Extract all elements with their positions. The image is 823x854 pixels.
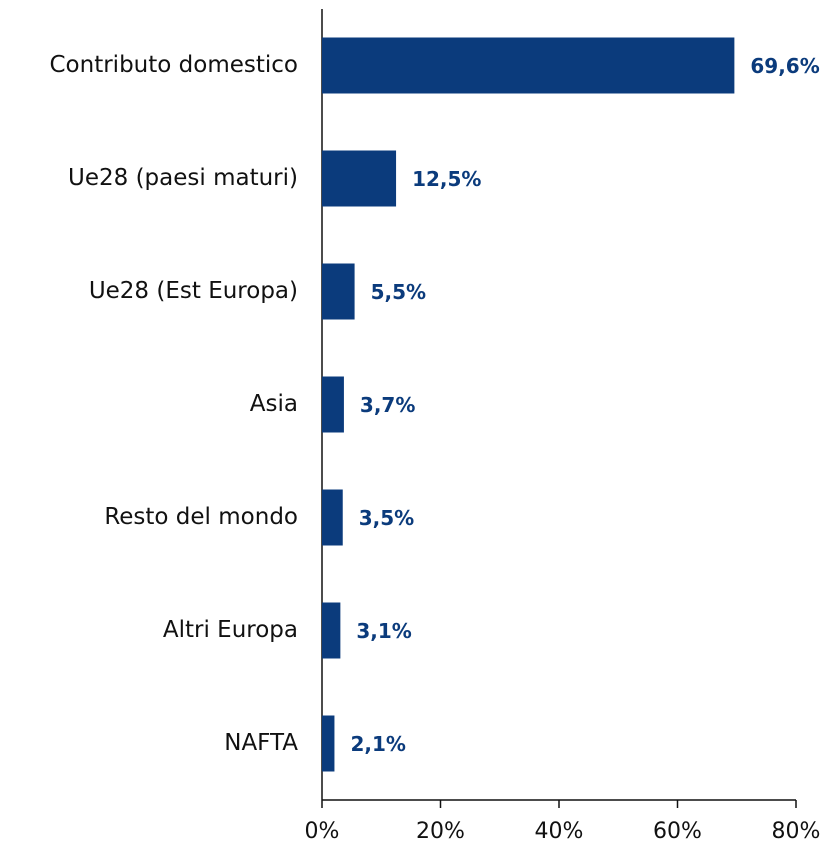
bar <box>322 715 335 772</box>
category-label: Ue28 (Est Europa) <box>89 278 298 304</box>
category-label: Asia <box>250 391 298 417</box>
value-label: 2,1% <box>350 732 405 756</box>
bar <box>322 37 735 94</box>
value-label: 3,1% <box>356 619 411 643</box>
value-label: 3,7% <box>360 393 415 417</box>
category-label: Resto del mondo <box>104 504 298 530</box>
category-label: Contributo domestico <box>50 52 299 78</box>
x-tick-label: 40% <box>535 819 584 844</box>
x-tick-label: 20% <box>416 819 465 844</box>
category-label: NAFTA <box>224 730 298 756</box>
value-label: 5,5% <box>371 280 426 304</box>
bar <box>322 376 344 433</box>
value-label: 69,6% <box>750 54 819 78</box>
x-tick-label: 0% <box>305 819 340 844</box>
x-tick-label: 80% <box>772 819 821 844</box>
category-label: Altri Europa <box>163 617 298 643</box>
bar <box>322 263 355 320</box>
bar <box>322 489 343 546</box>
bar <box>322 602 341 659</box>
category-label: Ue28 (paesi maturi) <box>68 165 298 191</box>
value-label: 12,5% <box>412 167 481 191</box>
x-tick-label: 60% <box>653 819 702 844</box>
bar <box>322 150 397 207</box>
value-label: 3,5% <box>359 506 414 530</box>
